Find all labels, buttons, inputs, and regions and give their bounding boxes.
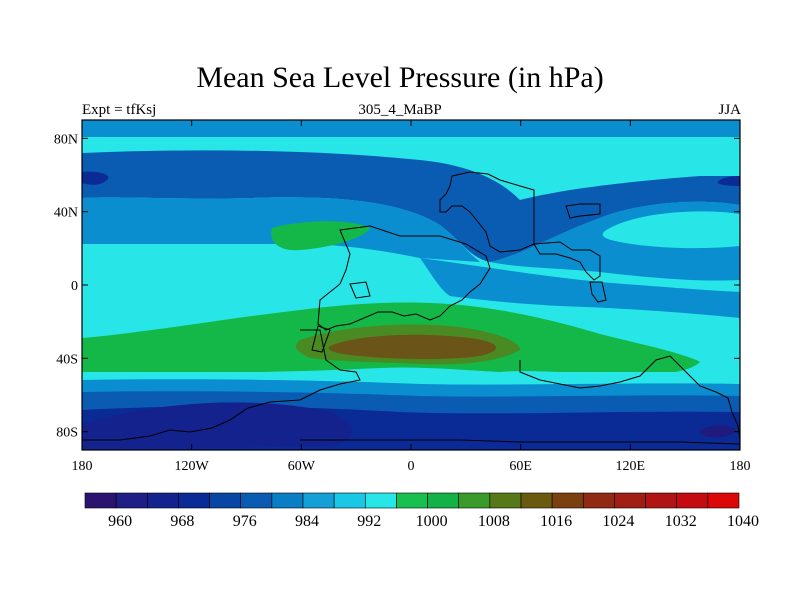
- colorbar-swatch: [645, 492, 678, 509]
- y-tick-label: 40S: [56, 352, 78, 367]
- cell-1008-nh-west: [271, 221, 370, 251]
- colorbar-label: 1040: [727, 513, 759, 530]
- colorbar-swatch: [707, 492, 740, 509]
- band-976-nh-core: [82, 171, 109, 185]
- colorbar-label: 992: [357, 513, 381, 530]
- colorbar-label: 1008: [478, 513, 510, 530]
- colorbar-swatch: [364, 492, 397, 509]
- colorbar-label: 976: [233, 513, 257, 530]
- experiment-label: Expt = tfKsj: [82, 102, 157, 118]
- band-976-nh-core-east: [717, 176, 740, 186]
- coastline-southern: [82, 329, 740, 445]
- y-tick-label: 0: [71, 279, 78, 294]
- pressure-field: [82, 120, 740, 450]
- cell-1000-nh-east: [602, 211, 740, 249]
- cell-960-sh-east: [700, 425, 736, 438]
- colorbar-swatch: [427, 492, 460, 509]
- colorbar-swatch: [396, 492, 428, 509]
- colorbar-swatch: [489, 492, 522, 509]
- colorbar-swatch: [676, 492, 709, 509]
- coastline-northeast: [439, 171, 535, 253]
- x-tick-label: 120E: [616, 459, 646, 474]
- colorbar-label: 1016: [540, 513, 572, 530]
- colorbar-label: 960: [108, 513, 132, 530]
- colorbar-swatch: [458, 492, 491, 509]
- colorbar-swatch: [551, 492, 584, 509]
- colorbar-swatch: [614, 492, 646, 509]
- colorbar-swatch: [271, 492, 304, 509]
- coastline-central: [317, 225, 491, 331]
- plot-title: Mean Sea Level Pressure (in hPa): [196, 61, 604, 94]
- colorbar-swatch: [302, 492, 335, 509]
- colorbar-label: 1024: [602, 513, 634, 530]
- colorbar-label: 984: [295, 513, 319, 530]
- coastline-east-islands: [533, 203, 607, 303]
- colorbar-swatch: [333, 492, 366, 509]
- colorbar-label: 1000: [416, 513, 448, 530]
- colorbar-swatch: [115, 492, 148, 509]
- x-tick-label: 0: [408, 459, 415, 474]
- colorbar: 960 968 976 984 992 1000 1008 1016 1024 1032 1040: [84, 492, 759, 530]
- cell-1024-sh-core: [328, 334, 497, 359]
- colorbar-swatch: [582, 492, 615, 509]
- colorbar-swatch: [84, 492, 117, 509]
- colorbar-swatch: [146, 492, 179, 509]
- band-984-nh-midlat: [82, 150, 740, 262]
- x-tick-label: 60W: [288, 459, 316, 474]
- colorbar-swatch: [520, 492, 553, 509]
- coastline-central-islands: [311, 281, 371, 353]
- coastlines: [82, 171, 740, 445]
- season-label: JJA: [718, 102, 741, 118]
- colorbar-swatch: [209, 492, 242, 509]
- band-992-equator: [420, 258, 740, 318]
- x-tick-label: 180: [72, 459, 93, 474]
- y-tick-label: 80S: [56, 426, 78, 441]
- y-tick-label: 40N: [54, 206, 78, 221]
- axis-ticks: 180 120W 60W 0 60E 120E 180 80N 40N 0 40S 80S: [54, 120, 751, 474]
- x-tick-label: 180: [730, 459, 751, 474]
- y-tick-label: 80N: [54, 132, 78, 147]
- colorbar-swatch: [178, 492, 210, 509]
- band-992-north: [82, 120, 740, 137]
- x-tick-label: 120W: [175, 459, 210, 474]
- run-label: 305_4_MaBP: [358, 102, 442, 118]
- colorbar-swatch: [240, 492, 273, 509]
- x-tick-label: 60E: [509, 459, 532, 474]
- cell-1008-sh-east: [608, 353, 700, 375]
- colorbar-label: 968: [170, 513, 194, 530]
- colorbar-label: 1032: [665, 513, 697, 530]
